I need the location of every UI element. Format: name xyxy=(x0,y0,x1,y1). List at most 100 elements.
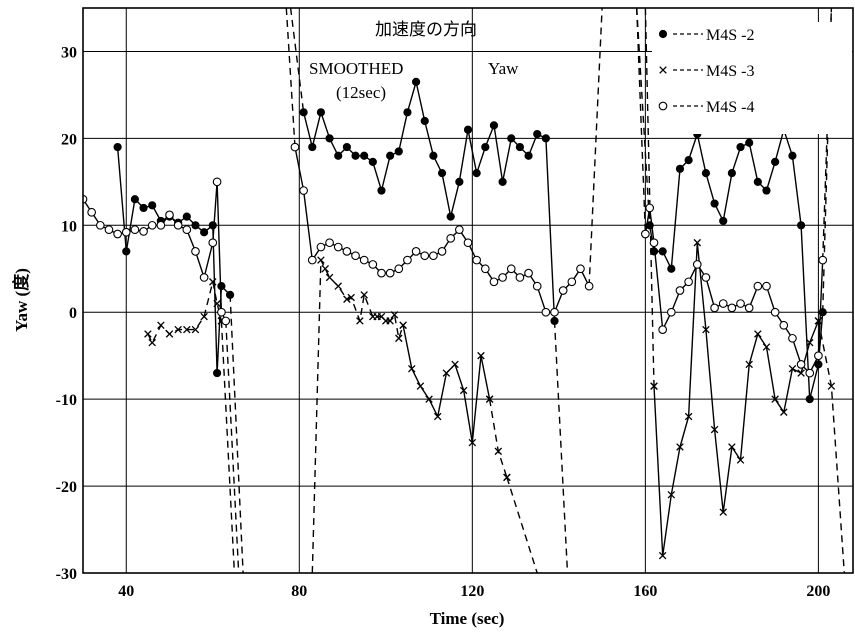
data-point xyxy=(684,156,693,165)
data-point xyxy=(676,443,684,451)
y-tick-label: -10 xyxy=(56,392,77,409)
data-point xyxy=(290,142,300,152)
data-point xyxy=(199,273,209,282)
data-point xyxy=(481,142,490,152)
data-point xyxy=(702,325,710,334)
x-tick-label: 40 xyxy=(118,583,134,600)
data-point xyxy=(437,169,447,178)
legend-marker xyxy=(658,101,668,111)
series-line-segment xyxy=(649,128,824,400)
series-line-segment xyxy=(220,320,236,573)
data-point xyxy=(446,212,455,221)
legend-marker xyxy=(658,29,668,39)
y-tick-label: 30 xyxy=(61,44,77,61)
data-point xyxy=(771,157,780,166)
data-point xyxy=(416,382,425,390)
series-3 xyxy=(144,8,845,573)
data-point xyxy=(386,317,394,325)
series-line-segment xyxy=(285,8,296,148)
data-point xyxy=(343,295,351,303)
data-point xyxy=(121,227,131,237)
data-point xyxy=(225,290,235,299)
data-point xyxy=(541,307,551,317)
series-line-segment xyxy=(289,8,305,113)
data-point xyxy=(805,338,814,347)
data-point xyxy=(148,338,156,347)
data-point xyxy=(567,277,577,287)
data-point xyxy=(139,203,148,213)
data-point xyxy=(736,456,745,464)
data-point xyxy=(334,151,343,160)
data-point xyxy=(347,293,355,302)
data-point xyxy=(148,201,157,210)
data-point xyxy=(658,325,668,334)
data-point xyxy=(360,151,369,160)
data-point xyxy=(433,412,442,421)
data-point xyxy=(139,227,148,236)
data-point xyxy=(411,247,421,256)
data-point xyxy=(165,210,174,220)
data-point xyxy=(386,151,395,160)
x-tick-label: 80 xyxy=(291,583,307,600)
data-point xyxy=(217,282,226,291)
legend-background xyxy=(652,22,852,134)
data-point xyxy=(753,177,762,186)
data-point xyxy=(213,299,221,308)
series-line-segment xyxy=(644,8,655,387)
data-point xyxy=(515,142,525,152)
series-line-segment xyxy=(225,320,240,573)
data-point xyxy=(463,238,473,248)
x-tick-label: 160 xyxy=(633,583,657,600)
data-point xyxy=(584,281,594,291)
data-point xyxy=(325,238,334,248)
data-point xyxy=(200,228,209,237)
data-point xyxy=(533,129,542,139)
x-tick-label: 200 xyxy=(806,583,830,600)
data-point xyxy=(342,247,352,256)
data-point xyxy=(650,382,658,390)
data-point xyxy=(360,291,368,299)
data-point xyxy=(754,330,762,338)
data-point xyxy=(209,278,217,286)
data-point xyxy=(770,307,780,317)
data-point xyxy=(442,369,451,377)
data-point xyxy=(217,307,226,317)
series-line-segment xyxy=(229,294,244,573)
data-point xyxy=(753,281,763,291)
data-point xyxy=(325,273,334,282)
data-point xyxy=(779,320,789,330)
data-point xyxy=(805,395,814,404)
data-point xyxy=(498,177,507,186)
data-point xyxy=(321,265,330,273)
data-point xyxy=(316,242,326,252)
data-point xyxy=(550,316,559,326)
data-point xyxy=(308,142,317,152)
data-point xyxy=(368,260,378,269)
data-point xyxy=(173,220,183,230)
data-point xyxy=(666,307,676,317)
data-point xyxy=(692,260,702,269)
data-point xyxy=(710,425,719,434)
series-line-segment xyxy=(302,81,556,321)
data-point xyxy=(788,333,797,343)
data-point xyxy=(351,151,360,160)
data-point xyxy=(524,268,533,278)
data-point xyxy=(83,194,88,204)
data-point xyxy=(368,157,377,166)
series-line-segment xyxy=(653,241,820,557)
legend-label: M4S -2 xyxy=(706,27,754,44)
annotation-yaw: Yaw xyxy=(488,59,519,78)
series-line-segment xyxy=(644,207,824,374)
data-point xyxy=(451,360,459,369)
data-point xyxy=(377,186,386,195)
data-point xyxy=(182,212,191,221)
data-point xyxy=(558,286,568,295)
data-point xyxy=(641,229,650,239)
data-point xyxy=(437,247,447,256)
data-point xyxy=(472,255,482,265)
data-point xyxy=(408,364,416,373)
data-point xyxy=(472,169,481,178)
data-point xyxy=(334,282,342,290)
data-point xyxy=(147,220,157,230)
legend-label: M4S -4 xyxy=(706,99,754,116)
